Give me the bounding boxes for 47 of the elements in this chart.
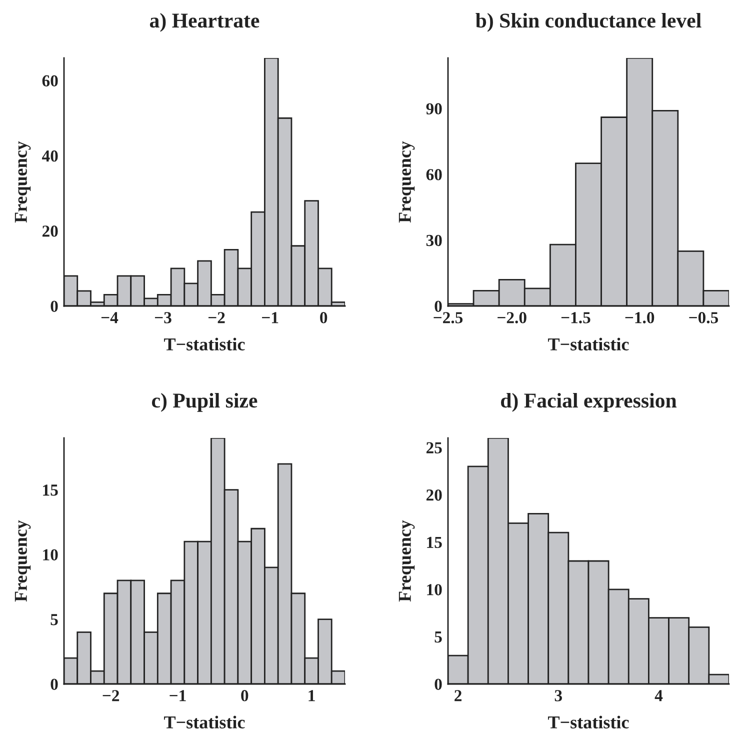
x-tick-label: 2	[454, 690, 462, 702]
y-axis-title: Frequency	[398, 141, 415, 223]
x-tick-label: 0	[320, 312, 328, 324]
y-tick-label: 25	[426, 442, 442, 454]
y-tick-label: 20	[426, 489, 442, 501]
y-tick-label: 5	[434, 632, 442, 643]
y-tick-label: 10	[427, 584, 442, 596]
y-tick-label: 30	[426, 234, 442, 246]
y-axis-title: Frequency	[14, 141, 31, 223]
x-tick-label: 0	[241, 690, 248, 702]
x-tick-label: −2.5	[434, 312, 463, 324]
y-tick-label: 40	[42, 150, 58, 162]
x-axis-title: T−statistic	[164, 338, 245, 350]
x-tick-label: −1	[170, 690, 186, 702]
chart-title: c) Pupil size	[152, 392, 258, 412]
x-tick-label: 4	[654, 690, 663, 702]
y-tick-label: 60	[426, 169, 442, 180]
x-axis-title: T−statistic	[548, 716, 629, 728]
y-tick-label: 60	[42, 75, 58, 86]
y-tick-label: 0	[50, 300, 58, 312]
y-axis-title: Frequency	[14, 520, 31, 602]
x-tick-label: −0.5	[689, 312, 718, 324]
x-tick-label: −3	[154, 312, 172, 324]
y-tick-label: 15	[43, 484, 58, 496]
x-tick-label: 3	[554, 690, 562, 702]
y-tick-label: 5	[50, 614, 58, 626]
x-tick-label: −2	[102, 690, 120, 702]
y-tick-label: 0	[434, 678, 442, 690]
y-tick-label: 90	[426, 103, 442, 114]
y-tick-label: 20	[42, 226, 58, 237]
x-tick-label: −1.5	[561, 312, 590, 324]
chart-title: a) Heartrate	[150, 12, 260, 32]
y-axis-title: Frequency	[398, 520, 415, 602]
x-tick-label: −1	[262, 312, 278, 324]
y-tick-label: 0	[50, 678, 58, 690]
y-tick-label: 10	[43, 549, 58, 560]
x-tick-label: −2.0	[498, 312, 526, 324]
y-tick-label: 0	[434, 300, 442, 312]
y-tick-label: 15	[427, 536, 442, 548]
x-tick-label: −2	[208, 312, 225, 324]
x-tick-label: −4	[101, 312, 118, 324]
x-axis-title: T−statistic	[548, 338, 629, 350]
chart-title: d) Facial expression	[500, 392, 677, 412]
x-axis-title: T−statistic	[164, 716, 245, 728]
x-tick-label: −1.0	[625, 312, 654, 324]
chart-title: b) Skin conductance level	[476, 12, 702, 32]
x-tick-label: 1	[308, 690, 315, 702]
